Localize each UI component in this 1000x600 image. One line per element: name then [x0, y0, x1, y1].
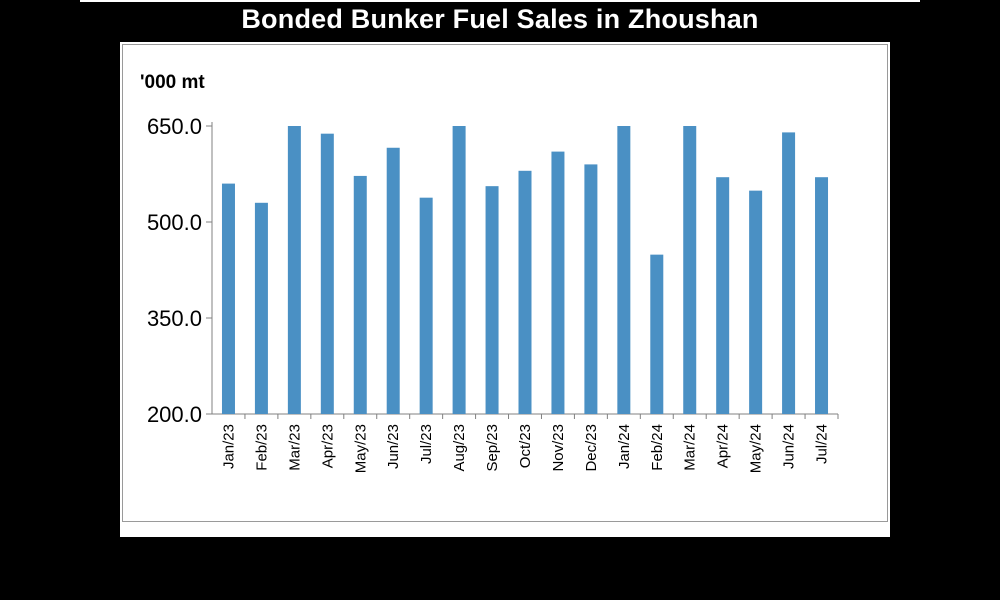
bar — [584, 164, 598, 414]
bar — [485, 186, 499, 414]
bar — [320, 133, 334, 414]
bar — [749, 190, 763, 414]
y-tick-label: 500.0 — [147, 210, 202, 235]
bar — [287, 126, 301, 414]
bar — [254, 202, 268, 414]
x-tick-label: Apr/23 — [319, 424, 336, 468]
bar — [452, 126, 466, 414]
bar — [551, 151, 565, 414]
bar — [716, 177, 730, 414]
y-tick-label: 650.0 — [147, 114, 202, 139]
x-tick-label: Apr/24 — [715, 424, 732, 468]
title-rule — [80, 0, 920, 2]
bar — [650, 254, 664, 414]
x-tick-label: Feb/24 — [649, 424, 666, 471]
bar — [386, 147, 400, 414]
bar — [815, 177, 829, 414]
bar — [782, 132, 796, 414]
x-tick-label: Jul/23 — [418, 424, 435, 464]
x-tick-label: Mar/24 — [682, 424, 699, 471]
chart-title: Bonded Bunker Fuel Sales in Zhoushan — [241, 4, 759, 34]
x-tick-label: Jan/23 — [220, 424, 237, 469]
bar — [518, 170, 532, 414]
y-tick-label: 200.0 — [147, 402, 202, 427]
bar — [683, 126, 697, 414]
y-tick-label: 350.0 — [147, 306, 202, 331]
x-tick-label: Dec/23 — [583, 424, 600, 472]
x-tick-label: Jun/24 — [781, 424, 798, 469]
x-tick-label: Nov/23 — [550, 424, 567, 472]
y-axis-unit-label: '000 mt — [140, 72, 205, 93]
x-ticks: Jan/23 Feb/23 Mar/23 Apr/23 May/23 Jun/23 Jul/… — [220, 414, 839, 473]
x-tick-label: Feb/23 — [253, 424, 270, 471]
bar — [419, 197, 433, 414]
x-tick-label: Jul/24 — [814, 424, 831, 464]
y-ticks: 650.0 500.0 350.0 200.0 — [147, 114, 212, 427]
x-tick-label: May/23 — [352, 424, 369, 473]
x-tick-label: Oct/23 — [517, 424, 534, 468]
bar — [617, 126, 631, 414]
x-tick-label: Jan/24 — [616, 424, 633, 469]
x-tick-label: Aug/23 — [451, 424, 468, 472]
x-tick-label: Jun/23 — [385, 424, 402, 469]
x-tick-label: May/24 — [748, 424, 765, 473]
bar — [353, 175, 367, 414]
bars — [221, 126, 829, 414]
chart-frame — [122, 44, 888, 522]
bar — [221, 183, 235, 414]
x-tick-label: Mar/23 — [286, 424, 303, 471]
x-tick-label: Sep/23 — [484, 424, 501, 472]
